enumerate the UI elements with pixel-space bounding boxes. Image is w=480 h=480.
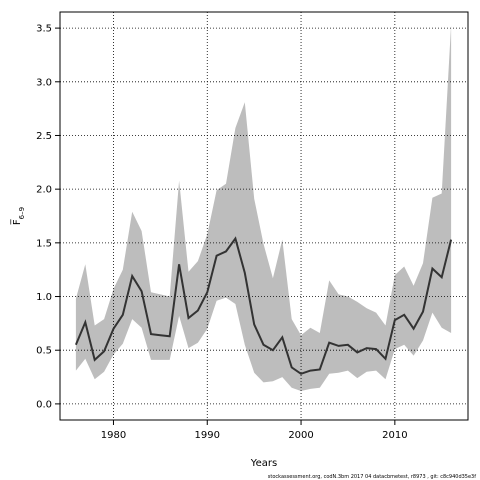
plot-frame xyxy=(59,11,469,421)
estimate-line xyxy=(74,236,453,375)
y-tick-label: 0.5 xyxy=(36,346,52,357)
x-axis-title: Years xyxy=(250,458,277,469)
y-tick-label: 1.0 xyxy=(36,292,52,303)
x-tick-label: 1980 xyxy=(101,430,126,441)
x-axis: 1980 1990 2000 2010 xyxy=(101,420,408,441)
y-tick-label: 1.5 xyxy=(36,238,52,249)
x-tick-label: 2000 xyxy=(288,430,313,441)
y-tick-label: 2.0 xyxy=(36,185,52,196)
y-tick-label: 3.0 xyxy=(36,77,52,88)
confidence-band xyxy=(75,24,452,392)
y-tick-label: 0.0 xyxy=(36,399,52,410)
y-axis-title: F̅6–9 xyxy=(10,207,26,225)
confidence-band-layer xyxy=(75,24,452,392)
x-tick-label: 2010 xyxy=(382,430,407,441)
x-tick-label: 1990 xyxy=(195,430,220,441)
y-axis: 0.0 0.5 1.0 1.5 2.0 2.5 3.0 3.5 xyxy=(36,24,60,410)
grid-layer xyxy=(60,12,468,420)
footer-note: stockassessment.org, cod­N.3bm 2017 04 d… xyxy=(268,474,476,480)
estimate-line-layer xyxy=(74,236,453,375)
y-tick-label: 2.5 xyxy=(36,131,52,142)
y-tick-label: 3.5 xyxy=(36,24,52,35)
